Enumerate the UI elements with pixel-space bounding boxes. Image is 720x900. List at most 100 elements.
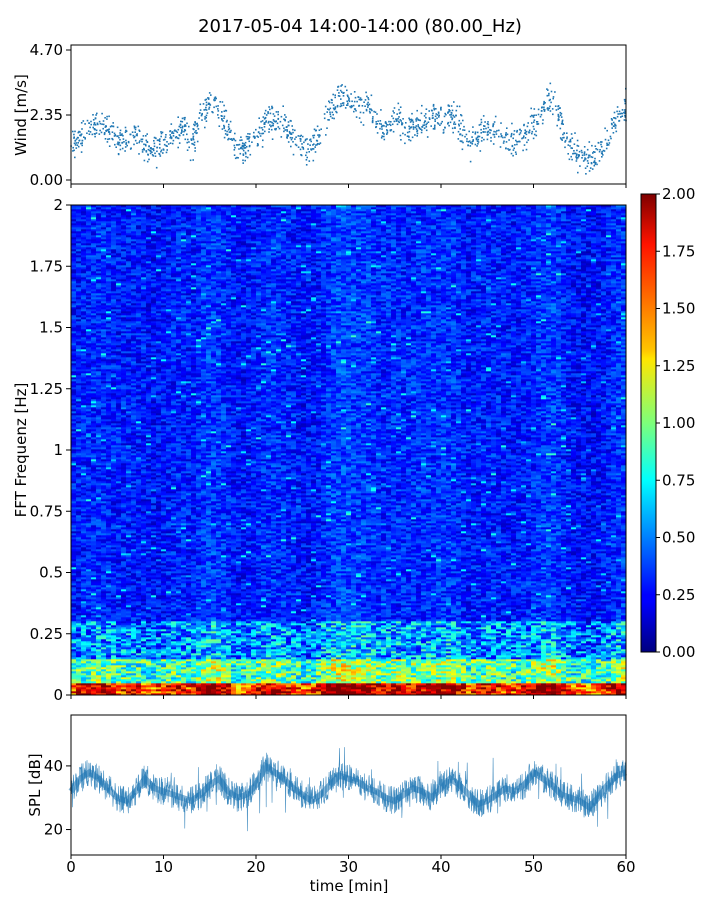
- spectrogram-cell: [91, 691, 97, 694]
- spectrogram-cell: [606, 679, 612, 682]
- spectrogram-cell: [246, 639, 252, 642]
- spectrogram-cell: [381, 683, 387, 686]
- spectrogram-cell: [581, 659, 587, 662]
- spectrogram-cell: [611, 633, 617, 636]
- spectrogram-cell: [546, 681, 552, 684]
- wind-point: [224, 133, 227, 135]
- wind-point: [593, 161, 596, 164]
- spectrogram-cell: [511, 637, 517, 640]
- wind-point: [457, 130, 460, 133]
- spectrogram-cell: [326, 635, 332, 638]
- wind-point: [471, 143, 474, 145]
- wind-point: [380, 126, 383, 128]
- spectrogram-cell: [531, 687, 537, 690]
- wind-point: [330, 98, 333, 101]
- spectrogram-cell: [476, 675, 482, 678]
- spectrogram-cell: [336, 643, 342, 646]
- spectrogram-cell: [91, 665, 97, 668]
- spectrogram-cell: [271, 663, 277, 666]
- spectrogram-cell: [216, 645, 222, 648]
- spectrogram-cell: [391, 665, 397, 668]
- wind-point: [193, 123, 195, 126]
- spectrogram-cell: [616, 675, 622, 678]
- spectrogram-cell: [176, 637, 182, 640]
- wind-point: [597, 142, 600, 144]
- spectrogram-cell: [621, 661, 627, 664]
- spectrogram-cell: [531, 647, 537, 650]
- spectrogram-cell: [476, 643, 482, 646]
- spectrogram-cell: [221, 669, 227, 672]
- spectrogram-cell: [126, 637, 132, 640]
- spectrogram-cell: [251, 657, 257, 660]
- spectrogram-cell: [326, 665, 332, 668]
- wind-point: [435, 113, 438, 115]
- spectrogram-cell: [141, 689, 147, 692]
- wind-point: [375, 123, 378, 125]
- wind-point: [201, 119, 203, 121]
- wind-point: [286, 134, 288, 136]
- spectrogram-cell: [81, 669, 87, 672]
- spectrogram-cell: [241, 653, 247, 656]
- spectrogram-cell: [286, 685, 292, 688]
- spectrogram-cell: [606, 633, 612, 636]
- wind-point: [171, 131, 174, 133]
- wind-point: [492, 143, 495, 145]
- spectrogram-cell: [571, 687, 577, 690]
- wind-point: [122, 134, 124, 137]
- spectrogram-cell: [401, 683, 407, 686]
- wind-point: [334, 94, 336, 96]
- spectrogram-cell: [271, 671, 277, 674]
- wind-point: [328, 108, 330, 111]
- wind-point: [240, 147, 242, 150]
- spectrogram-cell: [311, 647, 317, 650]
- wind-point: [125, 142, 128, 144]
- spectrogram-cell: [146, 661, 152, 664]
- wind-point: [139, 140, 141, 142]
- wind-point: [271, 105, 273, 108]
- spectrogram-cell: [386, 675, 392, 678]
- spectrogram-cell: [161, 671, 167, 674]
- spectrogram-cell: [241, 667, 247, 670]
- wind-point: [462, 119, 464, 122]
- spectrogram-cell: [546, 689, 552, 692]
- spectrogram-cell: [171, 665, 177, 668]
- spectrogram-cell: [526, 657, 532, 660]
- spectrogram-cell: [426, 663, 432, 666]
- spectrogram-cell: [171, 661, 177, 664]
- spectrogram-cell: [416, 643, 422, 646]
- spectrogram-cell: [301, 637, 307, 640]
- spectrogram-cell: [301, 643, 307, 646]
- spectrogram-cell: [346, 643, 352, 646]
- spectrogram-cell: [331, 657, 337, 660]
- wind-point: [162, 139, 165, 141]
- wind-point: [596, 148, 599, 151]
- spectrogram-cell: [601, 639, 607, 642]
- spectrogram-cell: [356, 673, 362, 676]
- spectrogram-cell: [566, 635, 572, 638]
- spectrogram-cell: [86, 687, 92, 690]
- spectrogram-cell: [281, 655, 287, 658]
- wind-point: [360, 121, 362, 124]
- wind-point: [614, 123, 616, 126]
- wind-point: [448, 110, 450, 113]
- wind-point: [383, 133, 385, 135]
- spectrogram-cell: [586, 641, 592, 644]
- spectrogram-cell: [476, 691, 482, 694]
- spectrogram-cell: [286, 657, 292, 660]
- spectrogram-cell: [436, 689, 442, 692]
- spectrogram-cell: [211, 683, 217, 686]
- spectrogram-cell: [361, 691, 367, 694]
- spectrogram-cell: [171, 631, 177, 634]
- spectrogram-cell: [116, 663, 122, 666]
- spectrogram-cell: [421, 689, 427, 692]
- wind-point: [194, 150, 196, 152]
- wind-point: [261, 129, 264, 131]
- wind-point: [358, 98, 361, 101]
- spectrogram-cell: [101, 655, 107, 658]
- spectrogram-cell: [326, 689, 332, 692]
- spectrogram-cell: [391, 635, 397, 638]
- spectrogram-cell: [266, 677, 272, 680]
- spectrogram-cell: [226, 655, 232, 658]
- wind-point: [540, 110, 543, 112]
- wind-point: [505, 147, 507, 150]
